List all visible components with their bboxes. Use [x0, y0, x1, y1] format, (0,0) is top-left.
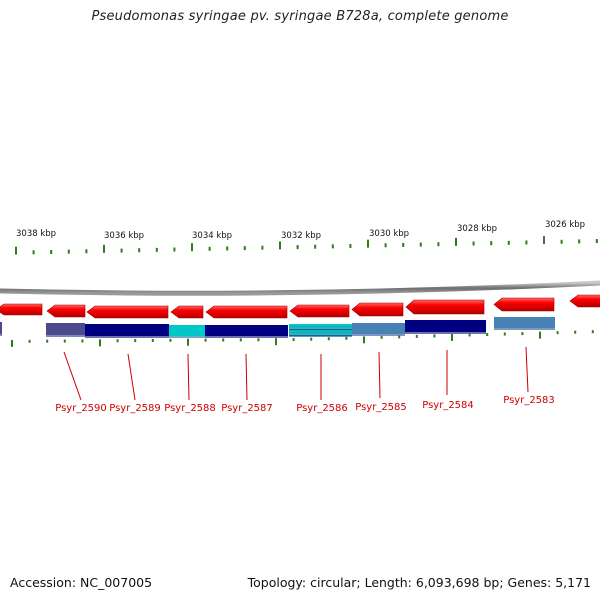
feature-arrow: [569, 294, 600, 308]
gene-leader-line: [63, 351, 82, 401]
cds-block: [46, 323, 85, 337]
scale-label: 3034 kbp: [192, 231, 232, 241]
gene-label: Psyr_2589: [109, 403, 161, 414]
scale-label: 3026 kbp: [545, 220, 585, 230]
scale-label: 3032 kbp: [281, 231, 321, 241]
gene-labels: Psyr_2590 Psyr_2589 Psyr_2588 Psyr_2587 Psyr…: [55, 346, 555, 414]
gene-leader-line: [245, 353, 248, 401]
gene-label: Psyr_2583: [503, 395, 555, 406]
scale-label: 3028 kbp: [457, 224, 497, 234]
feature-arrow: [289, 304, 350, 318]
cds-block: [352, 323, 405, 336]
feature-arrow: [205, 305, 288, 319]
backbone-circle: [0, 280, 600, 296]
forward-strand-features: [0, 294, 600, 319]
cds-stripe: [289, 335, 352, 337]
gene-leader-line: [525, 346, 529, 393]
cds-block: [289, 324, 352, 337]
gene-label: Psyr_2585: [355, 402, 407, 413]
feature-arrow: [493, 297, 555, 312]
scale-label: 3038 kbp: [16, 229, 56, 239]
cds-block-shadow: [205, 336, 288, 338]
cds-block: [205, 325, 288, 338]
lower-ticks: [11, 330, 594, 347]
feature-arrow: [86, 305, 169, 319]
map-title: Pseudomonas syringae pv. syringae B728a,…: [91, 9, 509, 24]
cds-block: [494, 317, 555, 330]
cds-block: [169, 325, 205, 338]
gene-leader-line: [127, 353, 136, 401]
scale-ticks: [15, 236, 598, 255]
scale-label: 3036 kbp: [104, 231, 144, 241]
feature-arrow: [0, 303, 43, 316]
cds-block-shadow: [494, 328, 555, 330]
cds-block-shadow: [46, 335, 85, 337]
gene-label: Psyr_2584: [422, 400, 474, 411]
cds-stripe: [289, 329, 352, 331]
feature-arrow: [46, 304, 86, 318]
gene-label: Psyr_2590: [55, 403, 107, 414]
cds-block-shadow: [0, 334, 2, 336]
scale-label: 3030 kbp: [369, 229, 409, 239]
scale-labels: 3038 kbp 3036 kbp 3034 kbp 3032 kbp 3030 kbp…: [16, 220, 585, 241]
cds-block-shadow: [352, 334, 405, 336]
cds-block: [85, 324, 169, 338]
gene-label: Psyr_2587: [221, 403, 273, 414]
genome-summary-text: Topology: circular; Length: 6,093,698 bp…: [247, 575, 591, 590]
feature-arrow: [405, 299, 485, 315]
gene-label: Psyr_2588: [164, 403, 216, 414]
cds-block-shadow: [169, 336, 205, 338]
gene-leader-line: [378, 351, 381, 399]
cds-stripe: [289, 332, 352, 334]
cds-block: [405, 320, 486, 334]
cds-stripe: [289, 326, 352, 328]
cds-feature-blocks: [0, 317, 555, 338]
cds-block: [0, 322, 2, 336]
cds-block-shadow: [405, 332, 486, 334]
gene-leader-line: [187, 353, 190, 401]
feature-arrow: [170, 305, 204, 319]
accession-text: Accession: NC_007005: [10, 575, 153, 590]
feature-arrow: [351, 302, 404, 317]
cds-block-shadow: [85, 336, 169, 338]
gene-label: Psyr_2586: [296, 403, 348, 414]
